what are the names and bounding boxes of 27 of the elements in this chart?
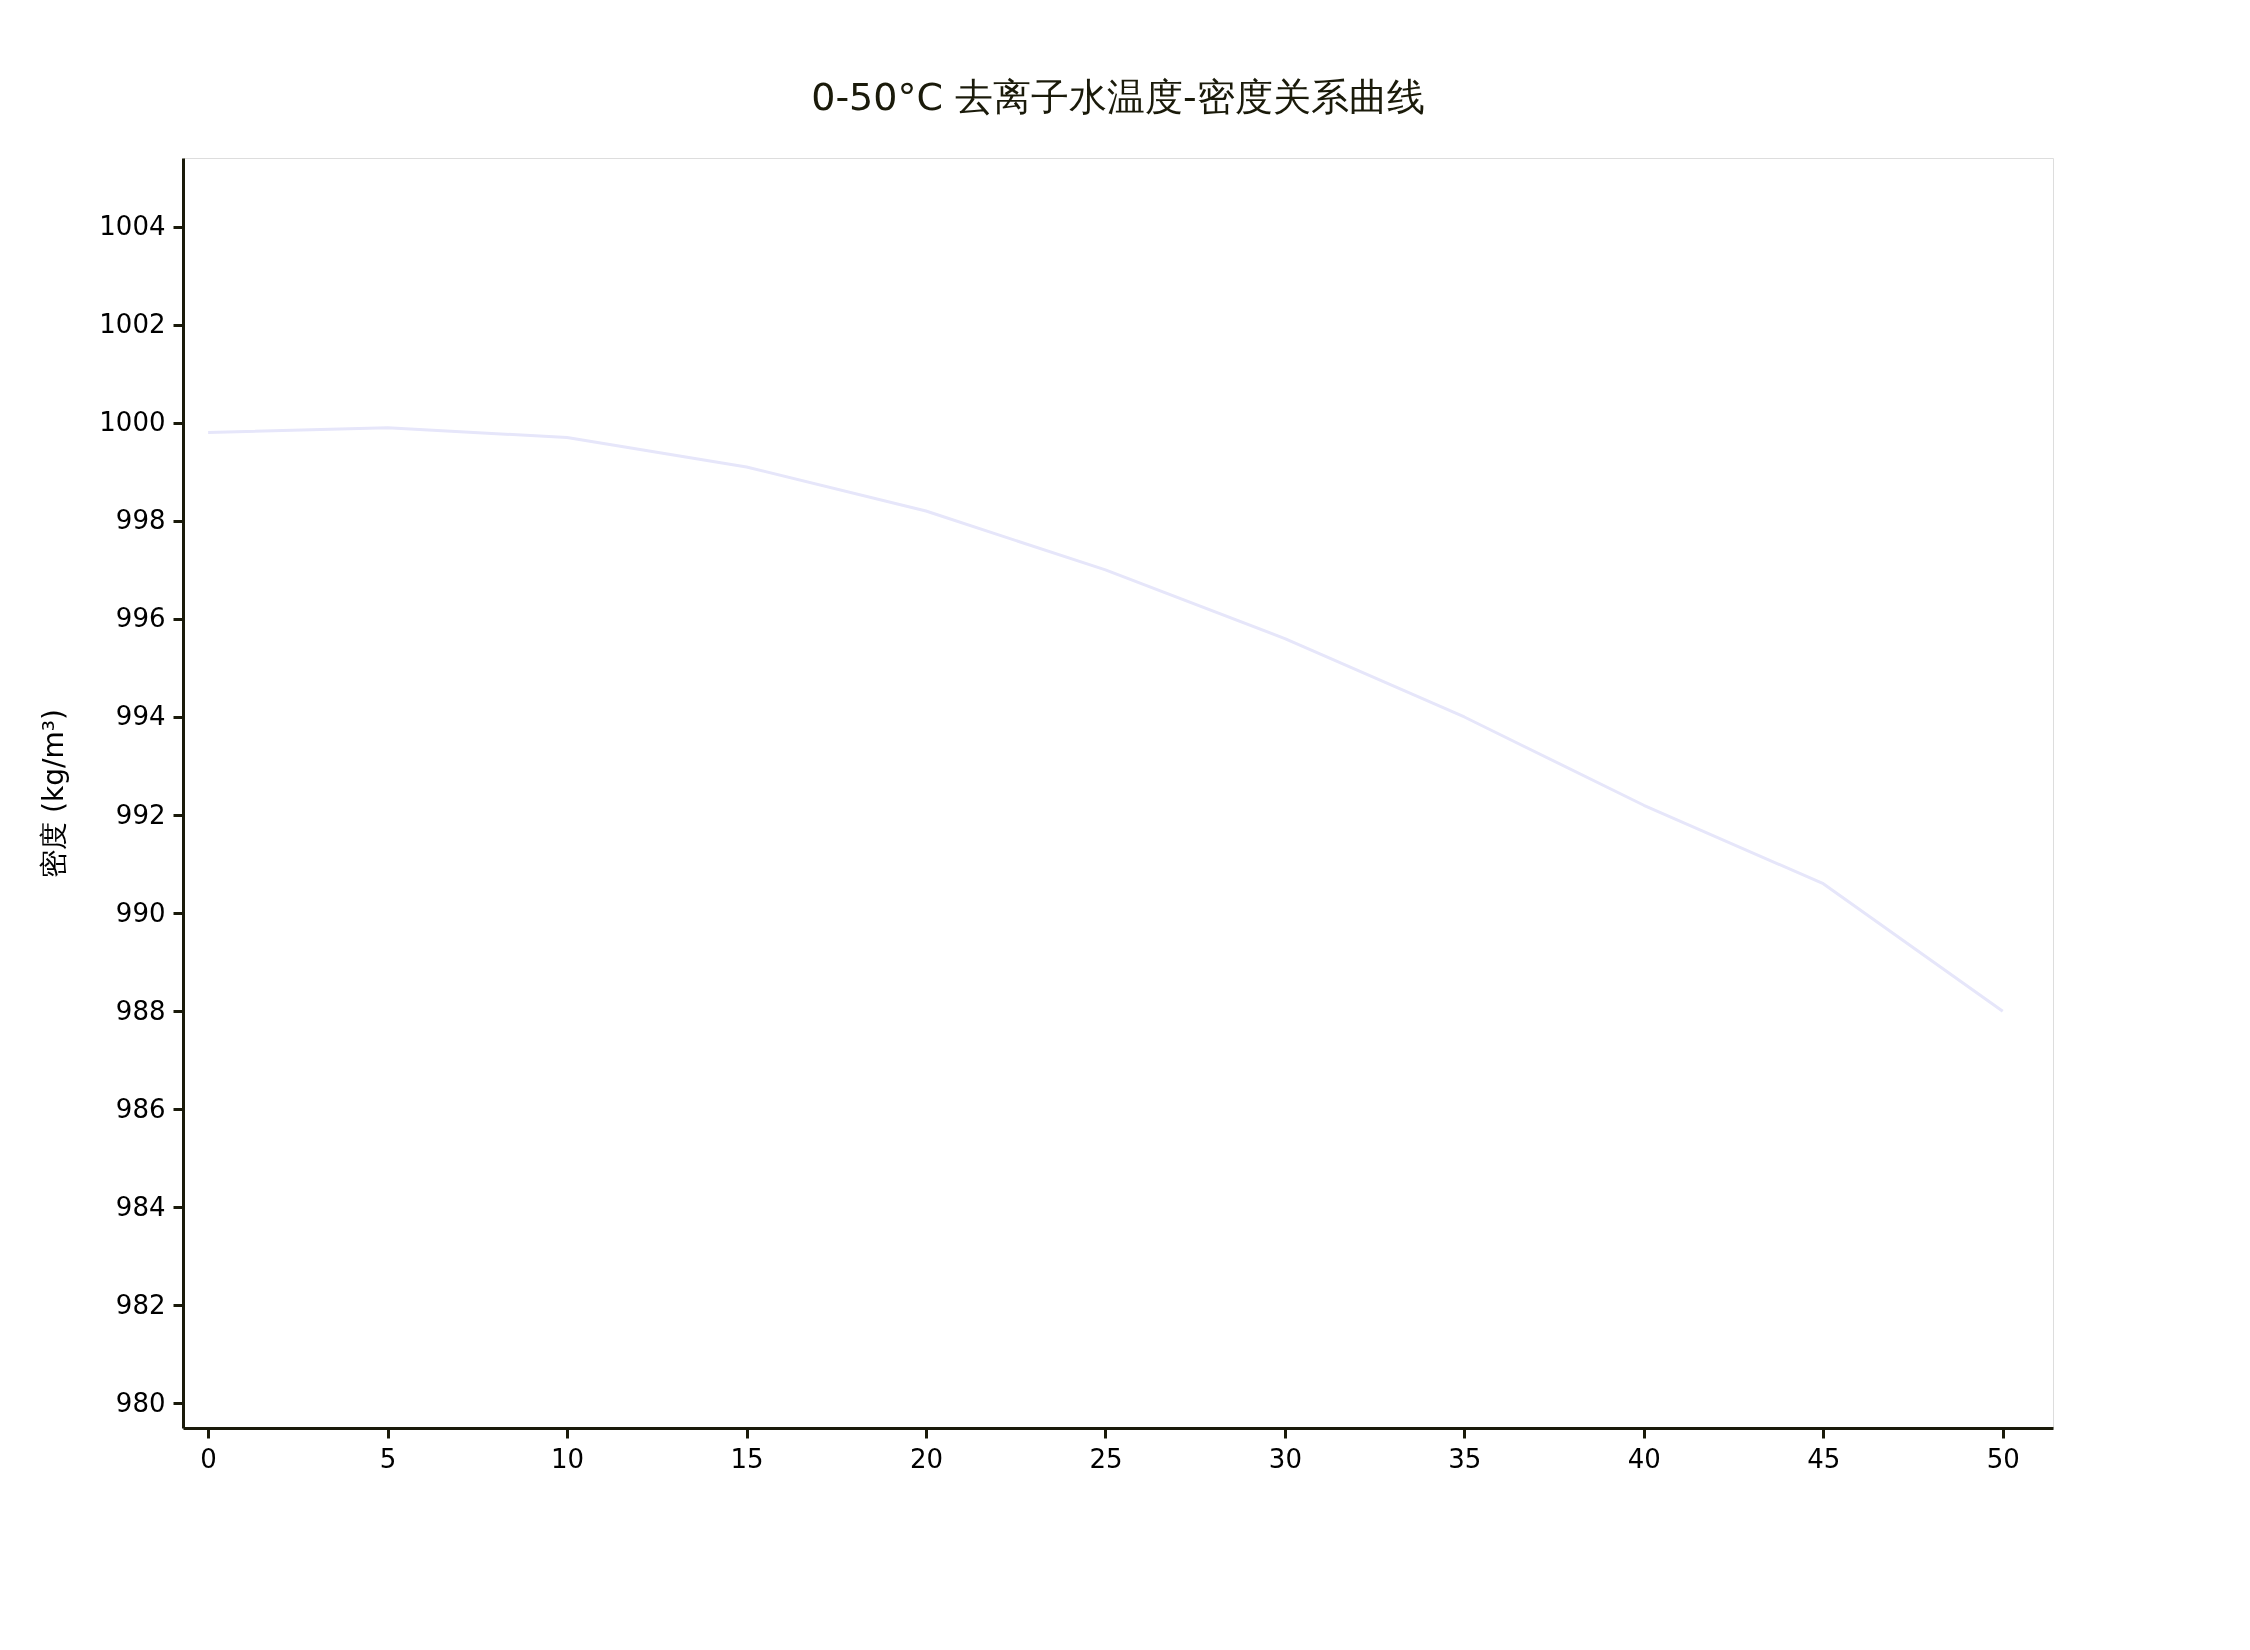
x-tick-label: 45 (1807, 1443, 1841, 1474)
y-tick-label: 1002 (99, 309, 166, 340)
x-tick-label: 5 (379, 1443, 397, 1474)
y-tick-label: 982 (115, 1289, 166, 1320)
x-tick-label: 0 (200, 1443, 217, 1474)
y-tick-label: 986 (115, 1093, 166, 1124)
x-tick-label: 10 (551, 1443, 585, 1474)
y-tick-label: 992 (115, 799, 166, 830)
y-tick-label: 1004 (99, 211, 166, 242)
y-tick-label: 990 (115, 897, 166, 928)
y-tick-label: 984 (115, 1191, 166, 1222)
y-tick-label: 996 (115, 603, 166, 634)
y-tick-label: 998 (115, 505, 166, 536)
x-tick-label: 35 (1448, 1443, 1482, 1474)
x-tick-label: 20 (909, 1443, 944, 1474)
x-tick-label: 40 (1627, 1443, 1661, 1474)
chart-title: 0-50°C 去离子水温度-密度关系曲线 (811, 75, 1425, 119)
x-tick-label: 25 (1089, 1443, 1123, 1474)
x-tick-label: 50 (1986, 1443, 2020, 1474)
y-tick-label: 994 (115, 701, 166, 732)
y-axis-title: 密度 (kg/m³) (37, 709, 71, 878)
x-tick-label: 30 (1268, 1443, 1302, 1474)
line-series (206, 426, 2005, 1013)
y-tick-label: 980 (115, 1387, 166, 1418)
x-tick-label: 15 (730, 1443, 764, 1474)
y-tick-label: 1000 (99, 407, 166, 438)
y-tick-label: 988 (115, 995, 166, 1026)
